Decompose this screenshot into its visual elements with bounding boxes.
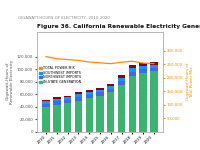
Y-axis label: Gigawatt-Hours of
Total Power Mix: Gigawatt-Hours of Total Power Mix [186, 63, 194, 100]
Bar [75, 92, 82, 94]
Bar [86, 90, 93, 92]
Bar [96, 90, 104, 92]
Bar [107, 89, 114, 92]
Bar [129, 72, 136, 76]
Bar [107, 86, 114, 89]
Text: Figure 36. California Renewable Electricity Generation: Figure 36. California Renewable Electric… [37, 24, 200, 28]
Bar [139, 66, 147, 69]
Bar [129, 68, 136, 72]
Bar [96, 96, 104, 132]
Bar [86, 95, 93, 98]
Bar [118, 85, 125, 132]
Bar [64, 103, 71, 132]
Bar [129, 65, 136, 68]
Bar [96, 92, 104, 96]
Bar [42, 101, 50, 104]
Bar [118, 78, 125, 81]
Bar [42, 107, 50, 132]
Text: GIGAWATT-HOURS OF ELECTRICITY, 2010-2020: GIGAWATT-HOURS OF ELECTRICITY, 2010-2020 [18, 16, 110, 20]
Bar [107, 92, 114, 132]
Bar [75, 97, 82, 100]
Bar [64, 100, 71, 103]
Bar [64, 96, 71, 97]
Bar [75, 100, 82, 132]
Legend: TOTAL POWER MIX, SOUTHWEST IMPORTS, NORTHWEST IMPORTS, IN-STATE GENERATION: TOTAL POWER MIX, SOUTHWEST IMPORTS, NORT… [38, 65, 82, 85]
Bar [150, 71, 158, 132]
Bar [118, 75, 125, 78]
Bar [75, 94, 82, 97]
Bar [118, 81, 125, 85]
Bar [53, 105, 61, 132]
Bar [42, 100, 50, 101]
Bar [86, 98, 93, 132]
Bar [139, 69, 147, 73]
Bar [96, 88, 104, 90]
Bar [53, 101, 61, 105]
Bar [139, 73, 147, 132]
Bar [42, 104, 50, 107]
Bar [150, 64, 158, 68]
Bar [107, 84, 114, 86]
Bar [86, 92, 93, 95]
Bar [53, 97, 61, 99]
Bar [139, 63, 147, 66]
Bar [64, 97, 71, 100]
Y-axis label: Gigawatt-Hours of
Renewable Electricity: Gigawatt-Hours of Renewable Electricity [6, 60, 14, 104]
Bar [53, 99, 61, 101]
Bar [129, 76, 136, 132]
Bar [150, 62, 158, 64]
Bar [150, 68, 158, 71]
